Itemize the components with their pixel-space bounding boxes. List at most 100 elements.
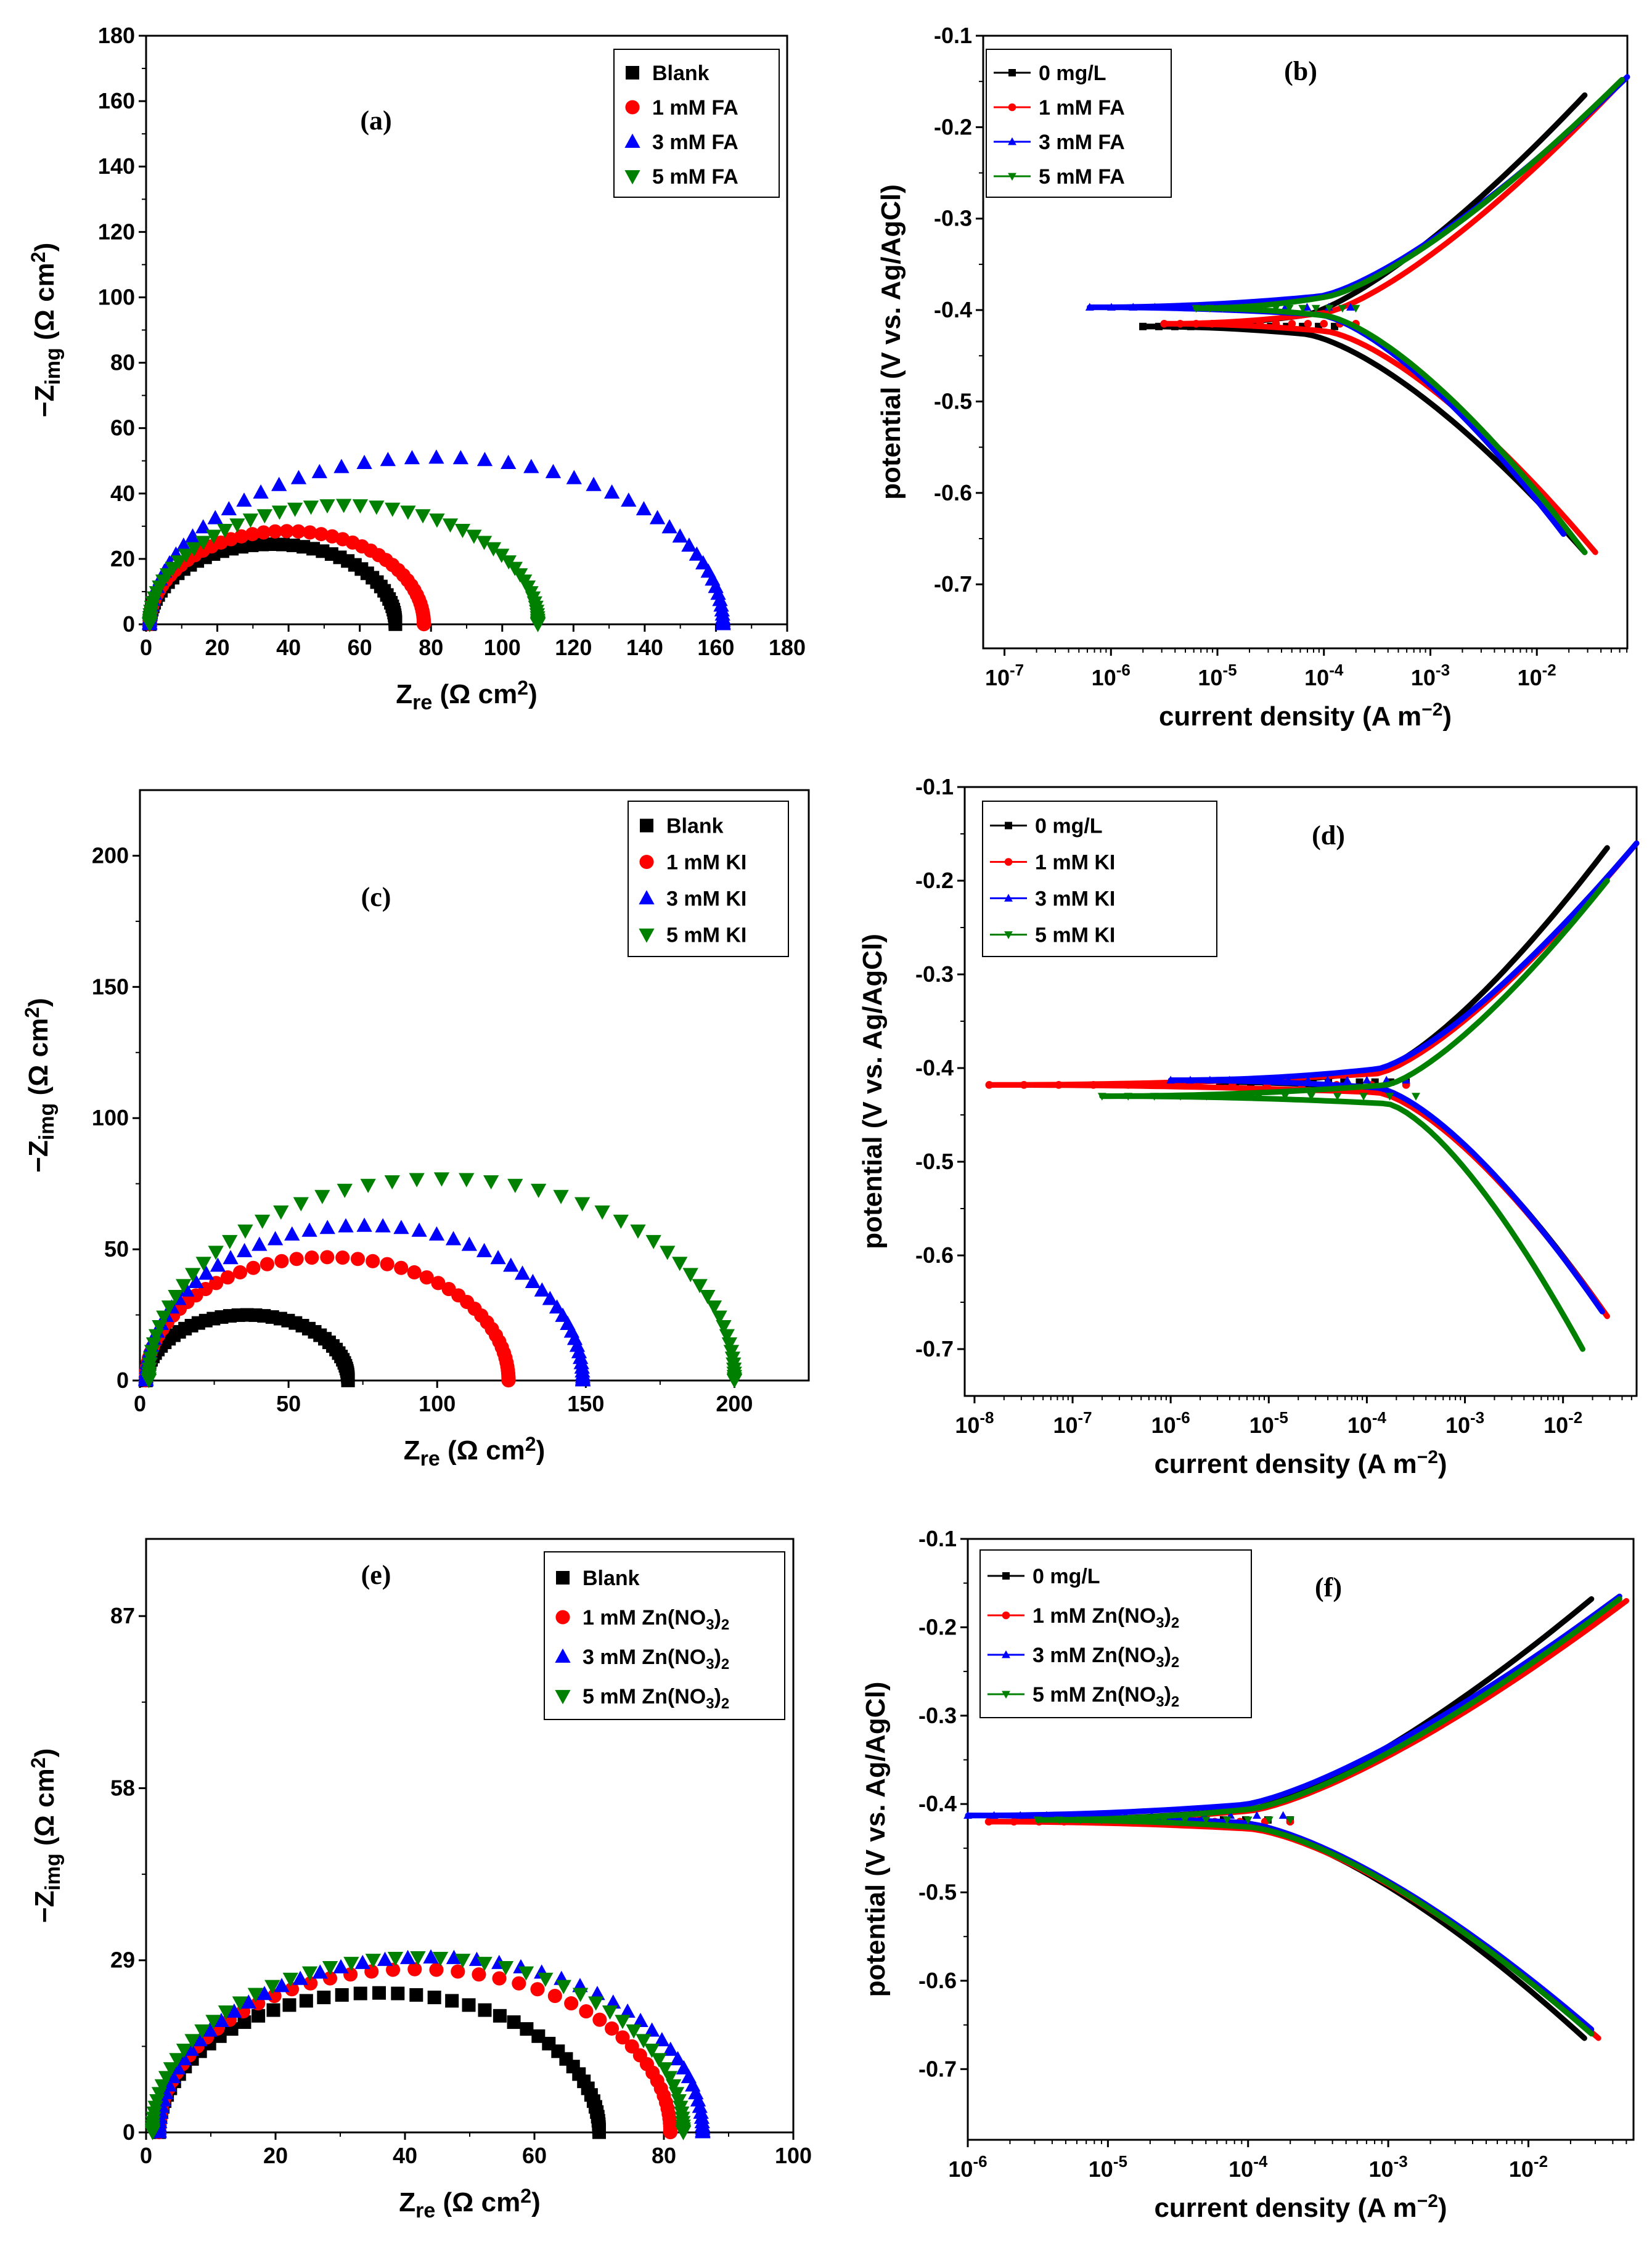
- data-point: [1160, 320, 1168, 328]
- cathodic-branch: [1099, 1093, 1585, 1352]
- x-tick-label: 10-8: [955, 1408, 994, 1438]
- data-point: [672, 528, 688, 543]
- y-axis-title: potential (V vs. Ag/AgCl): [857, 934, 888, 1249]
- x-axis-title: current density (A m−2): [1154, 1447, 1447, 1479]
- data-point: [205, 2015, 221, 2029]
- data-point: [335, 1988, 349, 2002]
- data-point: [719, 1329, 735, 1344]
- series-1-mM-FA: [1160, 78, 1625, 555]
- data-point: [476, 1957, 493, 1972]
- y-tick-label: -0.3: [918, 1703, 957, 1728]
- data-point: [237, 2015, 251, 2029]
- legend-box: [628, 801, 789, 957]
- data-point: [292, 1970, 308, 1985]
- x-tick-label: 80: [419, 635, 443, 660]
- data-point: [1307, 1093, 1316, 1101]
- legend-marker: [639, 854, 654, 870]
- data-point: [387, 1952, 404, 1967]
- x-tick-label: 100: [419, 1391, 456, 1416]
- data-point: [575, 1372, 591, 1387]
- data-point: [314, 527, 329, 542]
- data-point: [681, 537, 697, 552]
- data-point: [303, 500, 319, 515]
- data-point: [454, 523, 471, 539]
- data-point: [493, 2009, 507, 2023]
- legend-marker: [1008, 103, 1016, 112]
- data-point: [274, 1254, 289, 1268]
- data-point: [490, 1250, 506, 1265]
- y-tick-label: -0.4: [918, 1791, 957, 1816]
- data-point: [1186, 1075, 1195, 1084]
- data-point: [1253, 1811, 1261, 1819]
- data-point: [1192, 320, 1200, 328]
- y-axis-title: potential (V vs. Ag/AgCl): [876, 184, 906, 500]
- anodic-branch: [1167, 840, 1640, 1083]
- data-point: [386, 1962, 401, 1977]
- data-point: [1202, 1093, 1211, 1101]
- data-point: [274, 1978, 290, 1993]
- data-point: [675, 2126, 692, 2140]
- data-point: [669, 2050, 686, 2066]
- data-point: [518, 1966, 534, 1981]
- data-point: [1075, 1816, 1084, 1825]
- data-point: [333, 1959, 349, 1973]
- data-point: [1176, 1093, 1185, 1101]
- data-point: [1254, 1093, 1264, 1101]
- y-tick-label: -0.2: [934, 114, 972, 139]
- legend-marker: [555, 1610, 570, 1625]
- anodic-branch: [1140, 92, 1588, 330]
- data-point: [179, 1282, 195, 1297]
- data-point: [335, 1250, 350, 1265]
- data-point: [451, 1964, 465, 1979]
- data-point: [253, 484, 269, 499]
- x-tick-label: 40: [393, 2143, 417, 2168]
- data-point: [1224, 320, 1232, 328]
- data-point: [636, 2034, 652, 2049]
- data-point: [142, 1352, 159, 1366]
- data-point: [208, 1246, 224, 1260]
- x-tick-label: 20: [263, 2143, 288, 2168]
- cathodic-branch: [1021, 1817, 1587, 2041]
- y-tick-label: -0.7: [915, 1336, 954, 1361]
- y-tick-label: 80: [110, 350, 135, 375]
- data-point: [356, 454, 372, 469]
- data-point: [303, 1976, 318, 1991]
- data-point: [146, 2107, 162, 2121]
- data-point: [466, 529, 482, 544]
- panel-label: (c): [361, 882, 391, 912]
- data-point: [503, 1257, 519, 1272]
- series-5-mM-Zn-NO3-2: [1033, 1596, 1622, 2037]
- data-point: [1298, 304, 1307, 313]
- legend-marker: [1002, 1572, 1010, 1580]
- data-point: [429, 1962, 444, 1977]
- panel-b: 10-7 10-6 10-5 10-4 10-3 10-2 -0.1 -0.2 -0.3 -0.4…: [876, 23, 1630, 732]
- legend-label: 1 mM FA: [652, 96, 738, 120]
- data-point: [256, 509, 272, 524]
- data-point: [365, 1954, 381, 1968]
- y-tick-label: 200: [92, 842, 129, 868]
- data-point: [202, 2022, 218, 2037]
- data-point: [282, 1972, 298, 1988]
- data-point: [205, 529, 222, 544]
- x-tick-label: 100: [775, 2143, 812, 2168]
- legend-marker: [1008, 137, 1016, 145]
- data-point: [545, 463, 562, 478]
- legend-label: 5 mM FA: [1039, 165, 1125, 189]
- data-point: [483, 1175, 499, 1190]
- data-point: [409, 1173, 425, 1188]
- data-point: [1385, 1093, 1394, 1101]
- data-point: [472, 1967, 486, 1982]
- data-point: [721, 1337, 738, 1352]
- legend-label: 1 mM KI: [666, 851, 746, 875]
- data-point: [1222, 1816, 1232, 1825]
- y-tick-label: -0.1: [934, 23, 972, 48]
- data-point: [393, 1220, 409, 1234]
- data-point: [385, 502, 401, 517]
- data-point: [251, 2009, 266, 2023]
- data-point: [176, 2043, 192, 2058]
- legend-label: 3 mM FA: [1039, 131, 1125, 154]
- data-point: [1205, 304, 1214, 313]
- data-point: [1107, 303, 1116, 311]
- legend-label: 3 mM KI: [1035, 887, 1115, 911]
